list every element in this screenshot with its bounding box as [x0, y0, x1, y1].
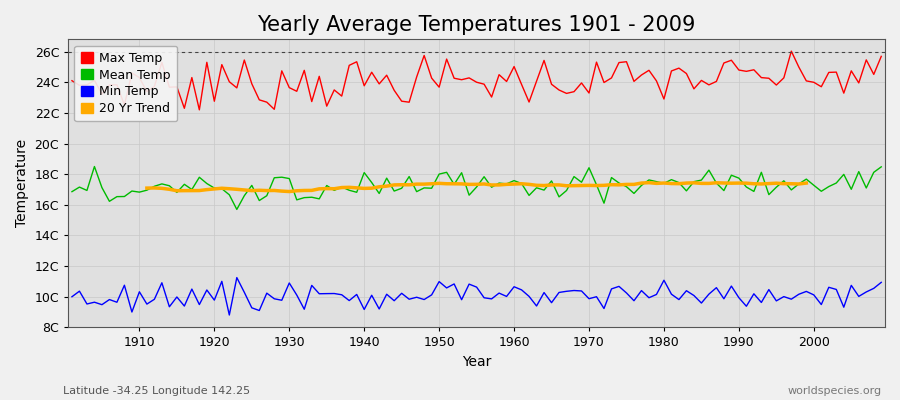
Y-axis label: Temperature: Temperature	[15, 139, 29, 228]
Legend: Max Temp, Mean Temp, Min Temp, 20 Yr Trend: Max Temp, Mean Temp, Min Temp, 20 Yr Tre…	[75, 46, 177, 121]
Title: Yearly Average Temperatures 1901 - 2009: Yearly Average Temperatures 1901 - 2009	[257, 15, 696, 35]
Text: Latitude -34.25 Longitude 142.25: Latitude -34.25 Longitude 142.25	[63, 386, 250, 396]
X-axis label: Year: Year	[462, 355, 491, 369]
Text: worldspecies.org: worldspecies.org	[788, 386, 882, 396]
